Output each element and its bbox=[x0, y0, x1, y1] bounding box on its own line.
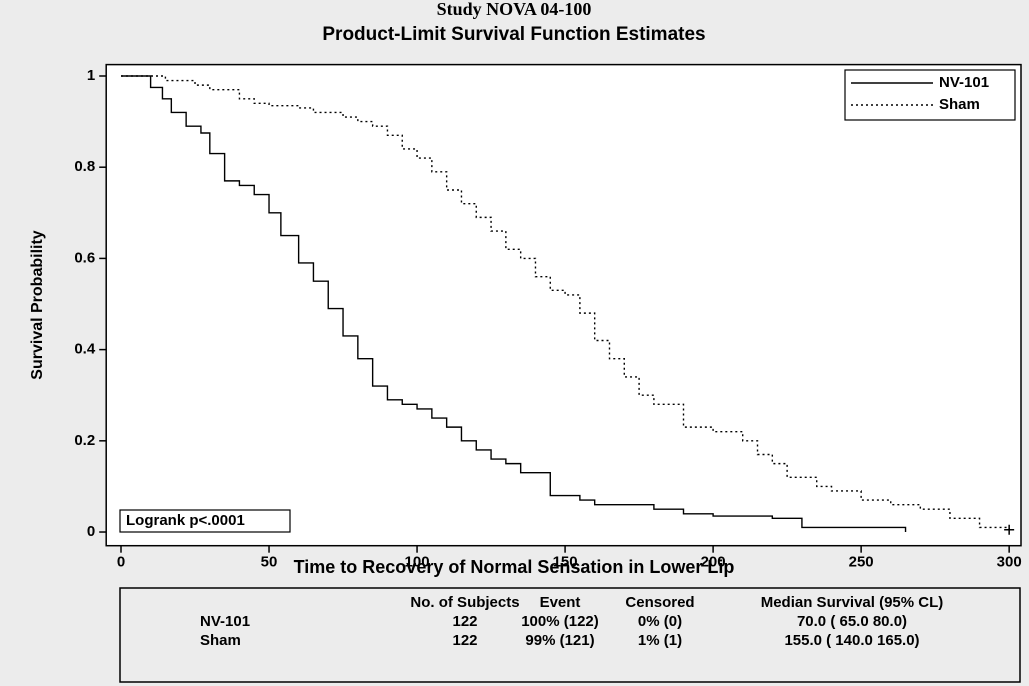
x-tick-label: 50 bbox=[261, 554, 278, 571]
y-tick-label: 1 bbox=[87, 67, 95, 84]
table-header: No. of Subjects bbox=[410, 594, 519, 611]
y-tick-label: 0.8 bbox=[74, 158, 95, 175]
annotation: Logrank p<.0001 bbox=[126, 512, 245, 529]
table-cell: 122 bbox=[452, 632, 477, 649]
table-cell: 99% (121) bbox=[525, 632, 594, 649]
table-header: Censored bbox=[625, 594, 694, 611]
y-tick-label: 0.6 bbox=[74, 249, 95, 266]
y-axis-label: Survival Probability bbox=[29, 230, 46, 379]
plot-area bbox=[105, 63, 1022, 547]
censor-mark bbox=[1004, 524, 1015, 535]
table-cell: 1% (1) bbox=[638, 632, 682, 649]
table-cell: 122 bbox=[452, 613, 477, 630]
chart-title: Product-Limit Survival Function Estimate… bbox=[322, 24, 705, 45]
x-tick-label: 0 bbox=[117, 554, 125, 571]
table-cell: 0% (0) bbox=[638, 613, 682, 630]
table-box bbox=[119, 587, 1021, 683]
table-cell: 155.0 ( 140.0 165.0) bbox=[784, 632, 919, 649]
x-tick-label: 250 bbox=[849, 554, 874, 571]
survival-curve bbox=[121, 75, 907, 533]
y-tick-label: 0.4 bbox=[74, 341, 96, 358]
legend-label: Sham bbox=[939, 96, 980, 113]
table-header: Event bbox=[540, 594, 581, 611]
annotation-box bbox=[119, 509, 291, 533]
x-tick-label: 300 bbox=[997, 554, 1022, 571]
y-tick-label: 0.2 bbox=[74, 432, 95, 449]
table-cell: 100% (122) bbox=[521, 613, 599, 630]
table-header: Median Survival (95% CL) bbox=[761, 594, 944, 611]
x-tick-label: 150 bbox=[553, 554, 578, 571]
legend-label: NV-101 bbox=[939, 74, 989, 91]
table-cell: 70.0 ( 65.0 80.0) bbox=[797, 613, 907, 630]
y-tick-label: 0 bbox=[87, 523, 95, 540]
table-cell: Sham bbox=[200, 632, 241, 649]
survival-curve bbox=[121, 75, 1010, 530]
x-axis-label: Time to Recovery of Normal Sensation in … bbox=[294, 557, 735, 577]
x-tick-label: 100 bbox=[405, 554, 430, 571]
suptitle: Study NOVA 04-100 bbox=[437, 0, 592, 19]
table-cell: NV-101 bbox=[200, 613, 250, 630]
legend-box bbox=[844, 69, 1016, 121]
x-tick-label: 200 bbox=[701, 554, 726, 571]
